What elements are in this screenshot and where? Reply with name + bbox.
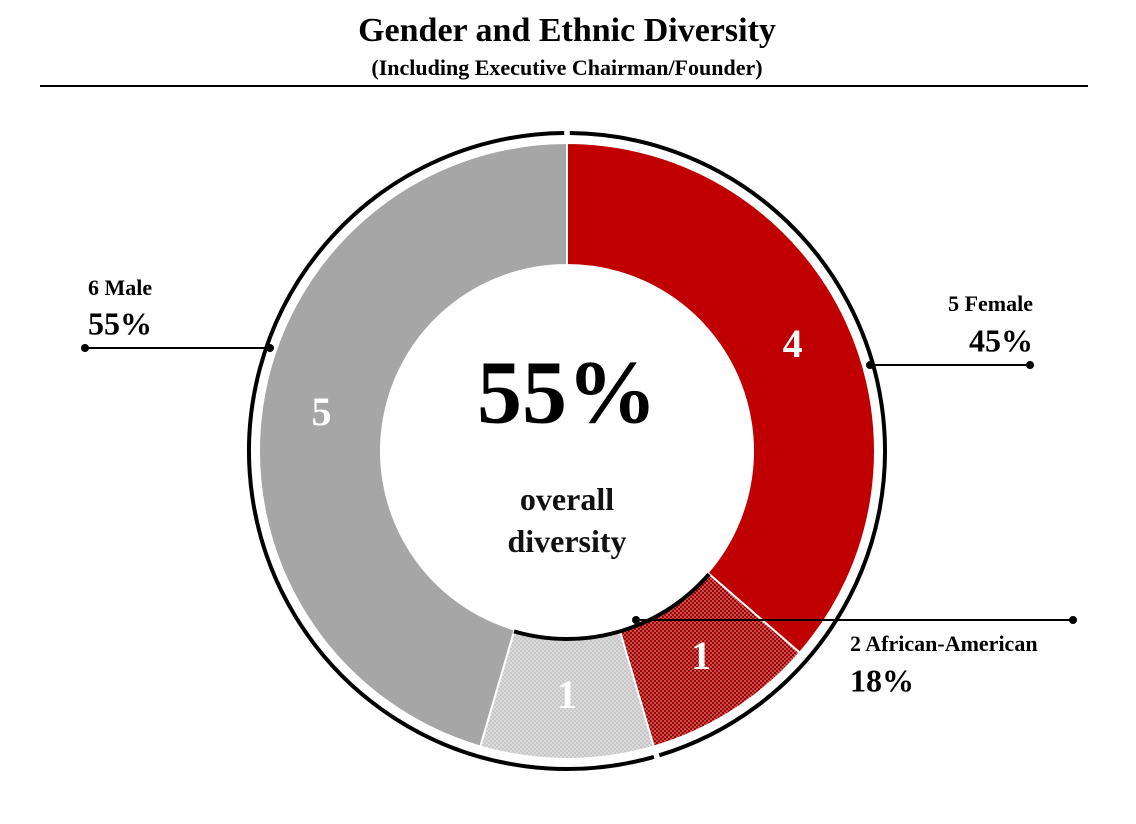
leaders (85, 347, 1073, 621)
segment (258, 141, 568, 748)
annotation-value: 55% (88, 305, 152, 341)
group-arc (513, 572, 711, 641)
leader-dot (1069, 616, 1077, 624)
group-arc (569, 131, 887, 758)
annotation-value: 45% (969, 322, 1033, 358)
group-arc (247, 131, 655, 771)
annotation-label: 5 Female (948, 291, 1033, 316)
leader-dots (81, 344, 1077, 624)
segment-label: 1 (557, 672, 577, 717)
annotation-label: 6 Male (88, 275, 152, 300)
leader-dot (266, 344, 274, 352)
chart-subtitle: (Including Executive Chairman/Founder) (371, 55, 762, 80)
leader-dot (81, 344, 89, 352)
leader-dot (866, 361, 874, 369)
annotation-label: 2 African-American (850, 631, 1038, 656)
segment-label: 5 (312, 389, 332, 434)
segment (566, 141, 876, 655)
donut (247, 131, 887, 771)
chart-title: Gender and Ethnic Diversity (358, 12, 776, 49)
leader-dot (632, 616, 640, 624)
center-value: 55% (477, 344, 657, 443)
annotation-value: 18% (850, 662, 914, 698)
center-label: overall diversity (507, 481, 627, 559)
segment-label: 4 (783, 321, 803, 366)
segment-label: 1 (691, 633, 711, 678)
leader-dot (1026, 361, 1034, 369)
